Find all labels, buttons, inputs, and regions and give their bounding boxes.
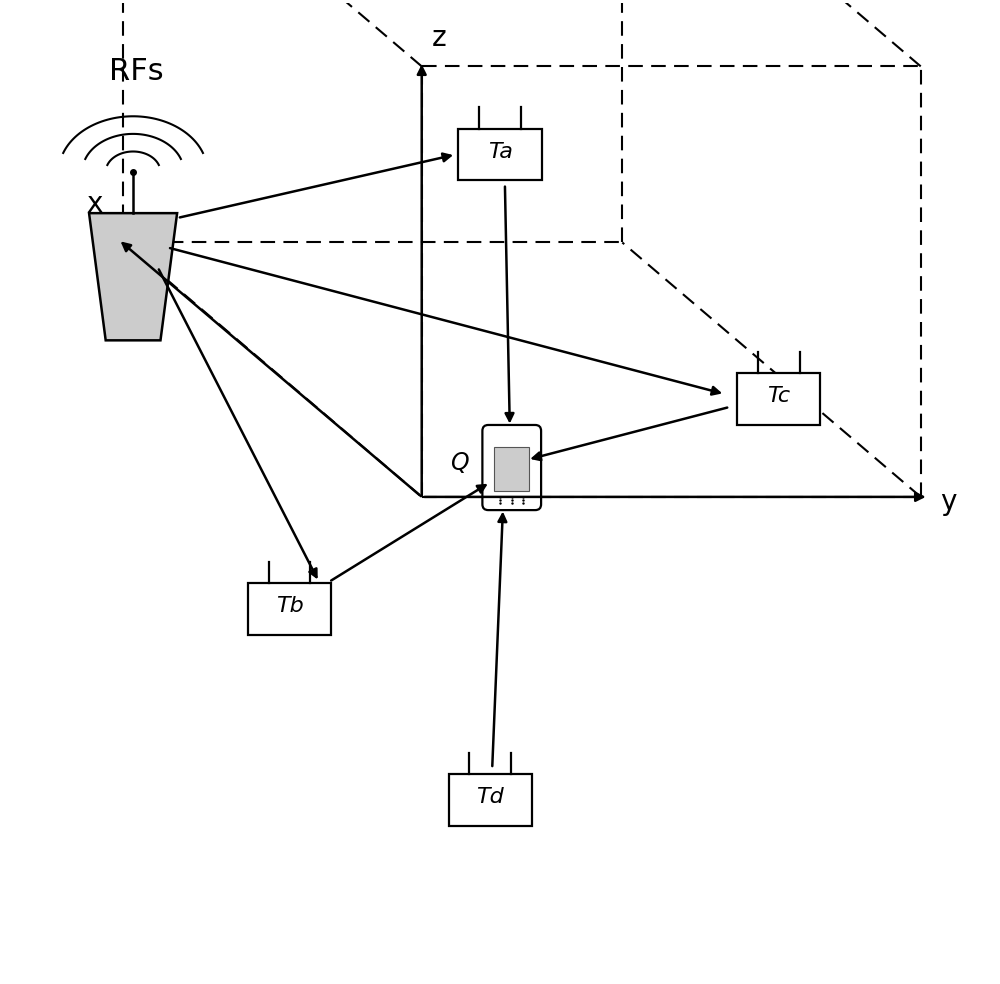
Bar [494,447,529,491]
Text: RFs: RFs [109,57,163,86]
Bar [737,373,820,425]
Bar [458,129,542,180]
Text: z: z [432,24,446,52]
Bar [449,774,532,827]
Text: y: y [940,488,957,516]
Text: Ta: Ta [488,142,512,161]
Polygon shape [89,214,177,340]
Text: Tc: Tc [767,386,790,406]
Bar [248,584,331,636]
Text: Q: Q [450,451,468,474]
Text: x: x [86,190,102,218]
Text: Tb: Tb [276,596,304,617]
Text: Td: Td [476,787,504,807]
FancyBboxPatch shape [482,425,541,510]
